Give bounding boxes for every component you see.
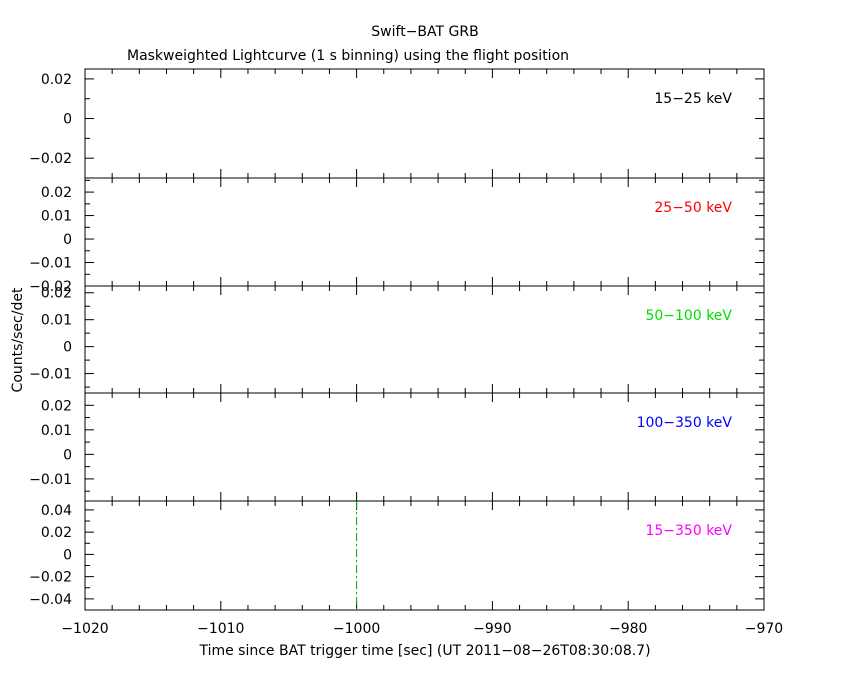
chart-title: Swift−BAT GRB bbox=[371, 24, 478, 40]
y-tick-label: 0 bbox=[63, 340, 72, 356]
x-tick-label: −990 bbox=[473, 621, 511, 637]
band-label: 25−50 keV bbox=[654, 200, 732, 216]
panel-4: −0.04 −0.02 0 0.02 0.04 15−350 keV bbox=[29, 500, 765, 611]
y-tick-label: −0.01 bbox=[29, 367, 72, 383]
panel-2: −0.01 0 0.01 0.02 50−100 keV bbox=[29, 285, 765, 394]
y-tick-label: −0.02 bbox=[29, 570, 72, 586]
y-tick-label: 0.02 bbox=[41, 286, 72, 302]
y-tick-label: 0.02 bbox=[41, 72, 72, 88]
y-tick-label: −0.02 bbox=[29, 151, 72, 167]
y-tick-label: 0.01 bbox=[41, 313, 72, 329]
x-tick-label: −1010 bbox=[197, 621, 244, 637]
panel-frame bbox=[84, 68, 765, 179]
y-axis-label: Counts/sec/det bbox=[10, 287, 26, 392]
x-tick-label: −1000 bbox=[333, 621, 380, 637]
y-tick-label: −0.04 bbox=[29, 592, 72, 608]
panel-1: −0.02 −0.01 0 0.01 0.02 25−50 keV bbox=[29, 177, 765, 295]
y-tick-label: 0.02 bbox=[41, 185, 72, 201]
panel-frame bbox=[84, 285, 765, 394]
panel-3: −0.01 0 0.01 0.02 100−350 keV bbox=[29, 392, 765, 502]
y-tick-label: −0.01 bbox=[29, 256, 72, 272]
y-tick-label: 0 bbox=[63, 447, 72, 463]
chart-subtitle: Maskweighted Lightcurve (1 s binning) us… bbox=[127, 48, 569, 64]
y-tick-label: 0 bbox=[63, 232, 72, 248]
y-tick-label: 0 bbox=[63, 547, 72, 563]
panels: −0.02 0 0.02 15−25 keV −0.02 −0.01 0 0.01 0.02 25… bbox=[29, 68, 765, 611]
y-tick-label: 0.02 bbox=[41, 398, 72, 414]
y-tick-label: −0.01 bbox=[29, 472, 72, 488]
panel-frame bbox=[84, 392, 765, 502]
x-axis-label: Time since BAT trigger time [sec] (UT 20… bbox=[198, 643, 650, 659]
y-tick-label: 0.01 bbox=[41, 209, 72, 225]
y-tick-label: 0.04 bbox=[41, 503, 72, 519]
y-tick-label: 0.02 bbox=[41, 525, 72, 541]
panel-frame bbox=[84, 500, 765, 611]
y-tick-label: −0.02 bbox=[29, 279, 72, 295]
band-label: 15−25 keV bbox=[654, 91, 732, 107]
band-label: 15−350 keV bbox=[645, 523, 732, 539]
x-tick-labels: −1020 −1010 −1000 −990 −980 −970 bbox=[61, 621, 783, 637]
band-label: 100−350 keV bbox=[637, 415, 733, 431]
x-tick-label: −980 bbox=[609, 621, 647, 637]
panel-0: −0.02 0 0.02 15−25 keV bbox=[29, 68, 765, 179]
panel-frame bbox=[84, 177, 765, 287]
x-tick-label: −970 bbox=[745, 621, 783, 637]
y-tick-label: 0.01 bbox=[41, 423, 72, 439]
band-label: 50−100 keV bbox=[645, 308, 732, 324]
x-tick-label: −1020 bbox=[61, 621, 108, 637]
y-tick-label: 0 bbox=[63, 112, 72, 128]
